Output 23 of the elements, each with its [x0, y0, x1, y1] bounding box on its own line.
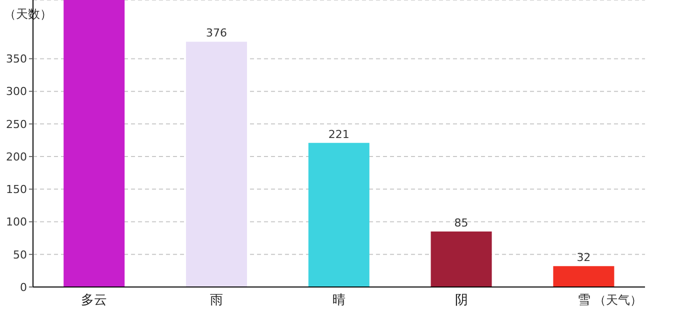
x-tick-label: 阴	[454, 293, 468, 308]
bar	[308, 142, 370, 287]
y-tick-label: 150	[6, 183, 27, 196]
x-tick-label: 晴	[332, 293, 346, 308]
x-tick-label: 雨	[210, 293, 224, 308]
x-tick-label: 多云	[81, 293, 108, 308]
y-tick-label: 350	[6, 52, 27, 66]
data-label: 32	[576, 251, 591, 264]
y-tick-label: 0	[20, 280, 27, 294]
data-label: 376	[206, 26, 227, 40]
y-tick-label: 100	[6, 216, 27, 229]
y-tick-label: 200	[6, 150, 27, 164]
bar	[553, 266, 614, 287]
bar	[64, 0, 125, 287]
data-label: 221	[328, 128, 350, 141]
bar	[430, 232, 492, 287]
bar	[186, 42, 247, 287]
y-tick-label: 50	[13, 248, 27, 262]
data-label: 85	[454, 216, 468, 230]
x-tick-label: 雪	[577, 293, 590, 308]
x-axis-title: （天气）	[594, 293, 642, 307]
y-tick-label: 250	[6, 118, 27, 131]
y-tick-label: 300	[6, 85, 27, 98]
